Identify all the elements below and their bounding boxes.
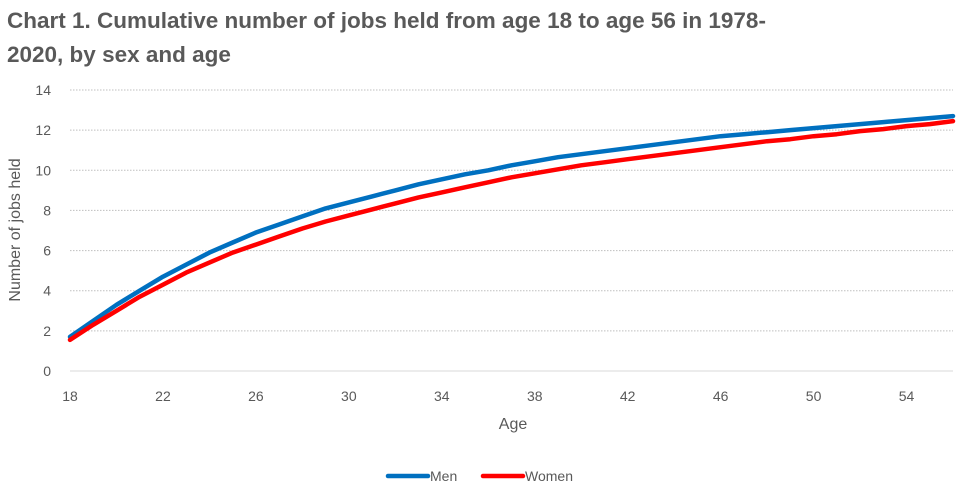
series-lines xyxy=(67,113,956,343)
legend-label-women: Women xyxy=(525,468,573,484)
x-tick-label: 22 xyxy=(155,388,171,404)
series-line-men xyxy=(67,113,956,340)
y-tick-label: 8 xyxy=(43,202,51,218)
legend: Men Women xyxy=(385,468,573,484)
series-line-women xyxy=(67,118,956,343)
x-tick-label: 50 xyxy=(806,388,822,404)
x-tick-label: 38 xyxy=(527,388,543,404)
y-tick-label: 14 xyxy=(35,82,51,98)
x-axis-label: Age xyxy=(499,416,528,433)
x-tick-label: 30 xyxy=(341,388,357,404)
x-tick-label: 18 xyxy=(62,388,78,404)
x-tick-label: 34 xyxy=(434,388,450,404)
x-tick-label: 42 xyxy=(620,388,636,404)
y-axis-ticks: 0 2 4 6 8 10 12 14 xyxy=(35,82,51,379)
y-tick-label: 12 xyxy=(35,122,51,138)
y-tick-label: 0 xyxy=(43,363,51,379)
x-tick-label: 54 xyxy=(899,388,915,404)
legend-label-men: Men xyxy=(430,468,457,484)
y-axis-label: Number of jobs held xyxy=(7,158,24,301)
chart-title: Chart 1. Cumulative number of jobs held … xyxy=(7,8,766,67)
y-tick-label: 10 xyxy=(35,162,51,178)
y-tick-label: 6 xyxy=(43,243,51,259)
x-axis-ticks: 18 22 26 30 34 38 42 46 50 54 xyxy=(62,388,914,404)
y-tick-label: 4 xyxy=(43,283,51,299)
y-tick-label: 2 xyxy=(43,323,51,339)
x-tick-label: 46 xyxy=(713,388,729,404)
x-tick-label: 26 xyxy=(248,388,264,404)
